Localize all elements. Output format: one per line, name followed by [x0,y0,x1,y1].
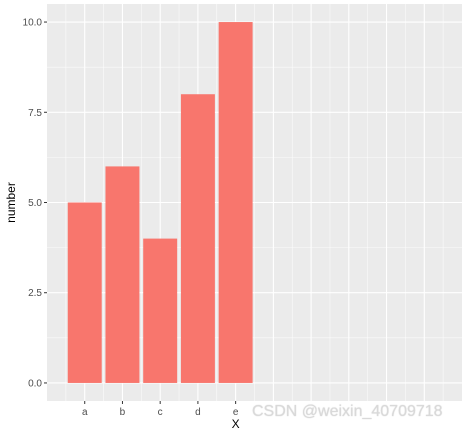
bar-e [218,22,253,383]
x-tick-label: a [82,407,88,418]
bars [67,22,253,383]
x-tick-label: b [120,407,126,418]
x-axis-ticks: a b c d e [82,401,239,418]
y-axis-ticks: 0.0 2.5 5.0 7.5 10.0 [23,18,47,389]
y-tick-label: 10.0 [23,18,43,29]
bar-d [180,94,215,383]
x-tick-label: e [233,407,239,418]
x-tick-label: d [195,407,201,418]
y-tick-label: 0.0 [28,378,42,389]
watermark: CSDN @weixin_40709718 [252,403,443,420]
y-axis-label: number [4,182,18,223]
bar-a [67,202,102,383]
x-axis-label: X [232,417,240,430]
bar-c [143,238,178,383]
y-tick-label: 7.5 [28,108,42,119]
y-tick-label: 5.0 [28,198,42,209]
x-tick-label: c [158,407,163,418]
bar-b [105,166,140,383]
y-tick-label: 2.5 [28,288,42,299]
